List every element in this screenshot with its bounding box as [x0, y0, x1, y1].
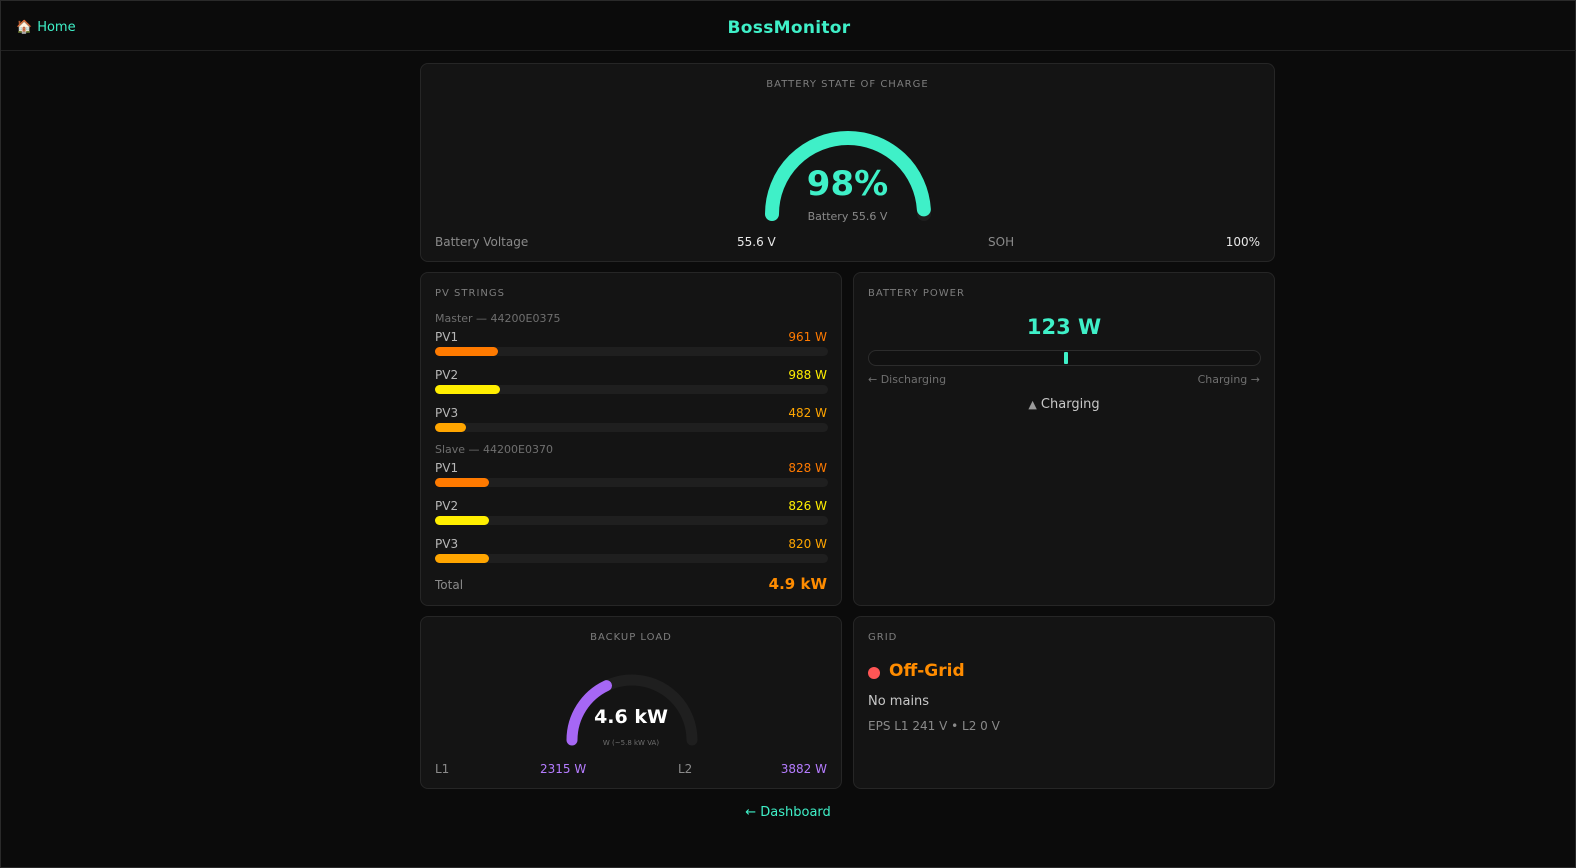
master-pv1-value: 961 W — [788, 330, 827, 344]
soc-gauge-fill — [765, 131, 931, 221]
soh-value: 100% — [1225, 235, 1260, 249]
slave-pv3-value: 820 W — [788, 537, 827, 551]
battery-power-marker — [1064, 352, 1069, 364]
soh-label: SOH — [988, 235, 1015, 249]
master-pv2-bar — [435, 385, 828, 394]
charging-arrow-icon: ▲ — [1028, 398, 1037, 411]
home-icon: 🏠 — [16, 20, 33, 35]
master-pv3-bar — [435, 423, 828, 432]
master-pv2-label: PV2 — [435, 368, 459, 382]
battery-status: ▲ Charging — [854, 397, 1274, 412]
home-link[interactable]: 🏠 Home — [16, 20, 76, 35]
master-pv3-bar-fill — [435, 423, 467, 432]
l2-label: L2 — [678, 762, 693, 776]
slave-pv1-value: 828 W — [788, 461, 827, 475]
soc-card-title: BATTERY STATE OF CHARGE — [766, 79, 929, 90]
master-pv3-label: PV3 — [435, 406, 459, 420]
slave-pv2-bar — [435, 516, 828, 525]
charging-label: Charging → — [1197, 373, 1260, 386]
backup-load-card: BACKUP LOAD 4.6 kW W (~5.8 kW VA) L1 231… — [420, 616, 842, 789]
battery-soc-card: BATTERY STATE OF CHARGE 98% Battery 55.6… — [420, 63, 1275, 262]
l2-value: 3882 W — [780, 762, 827, 776]
master-pv1-label: PV1 — [435, 330, 459, 344]
master-inverter-label: Master — 44200E0375 — [435, 312, 561, 325]
pv-total-label: Total — [435, 578, 464, 592]
master-pv2-value: 988 W — [788, 368, 827, 382]
battery-power-slider — [868, 350, 1261, 366]
soc-value: 98% — [806, 164, 889, 204]
slave-pv2-bar-fill — [435, 516, 490, 525]
battery-power-title: BATTERY POWER — [868, 288, 965, 299]
battery-power-value: 123 W — [1026, 315, 1102, 339]
backup-load-subtext: W (~5.8 kW VA) — [602, 739, 660, 747]
master-pv2-bar-fill — [435, 385, 500, 394]
backup-load-title: BACKUP LOAD — [590, 632, 672, 643]
backup-load-value: 4.6 kW — [594, 706, 668, 728]
slave-pv1-label: PV1 — [435, 461, 459, 475]
grid-detail: No mains — [868, 694, 930, 709]
master-pv3-value: 482 W — [788, 406, 827, 420]
slave-pv3-bar — [435, 554, 828, 563]
grid-title: GRID — [868, 632, 898, 643]
slave-pv1-bar — [435, 478, 828, 487]
pv-card-title: PV STRINGS — [435, 288, 505, 299]
pv-strings-card: PV STRINGS Master — 44200E0375 PV1 961 W… — [420, 272, 842, 606]
grid-status: Off-Grid — [889, 661, 965, 681]
backup-load-gauge — [566, 674, 698, 746]
grid-card: GRID Off-Grid No mains EPS L1 241 V • L2… — [853, 616, 1275, 789]
l1-value: 2315 W — [540, 762, 587, 776]
slave-pv3-label: PV3 — [435, 537, 459, 551]
master-pv1-bar-fill — [435, 347, 498, 356]
pv-total-value: 4.9 kW — [768, 575, 827, 593]
slave-pv1-bar-fill — [435, 478, 490, 487]
grid-eps: EPS L1 241 V • L2 0 V — [868, 719, 1000, 733]
discharging-label: ← Discharging — [868, 373, 947, 386]
slave-pv2-label: PV2 — [435, 499, 459, 513]
l1-label: L1 — [435, 762, 450, 776]
battery-power-card: BATTERY POWER 123 W ← Discharging Chargi… — [853, 272, 1275, 606]
home-label: Home — [37, 20, 76, 35]
battery-voltage-value: 55.6 V — [737, 235, 776, 249]
app-title: BossMonitor — [727, 18, 851, 38]
top-bar: 🏠 Home BossMonitor — [1, 1, 1576, 51]
slave-inverter-label: Slave — 44200E0370 — [435, 443, 553, 456]
load-gauge-fill — [566, 674, 698, 746]
soc-subtext: Battery 55.6 V — [807, 210, 888, 223]
battery-voltage-label: Battery Voltage — [435, 235, 529, 249]
battery-status-text: Charging — [1040, 397, 1100, 412]
dashboard-link[interactable]: ← Dashboard — [745, 805, 831, 820]
slave-pv3-bar-fill — [435, 554, 489, 563]
slave-pv2-value: 826 W — [788, 499, 827, 513]
master-pv1-bar — [435, 347, 828, 356]
soc-gauge — [765, 131, 931, 221]
grid-status-dot-icon — [868, 667, 880, 679]
